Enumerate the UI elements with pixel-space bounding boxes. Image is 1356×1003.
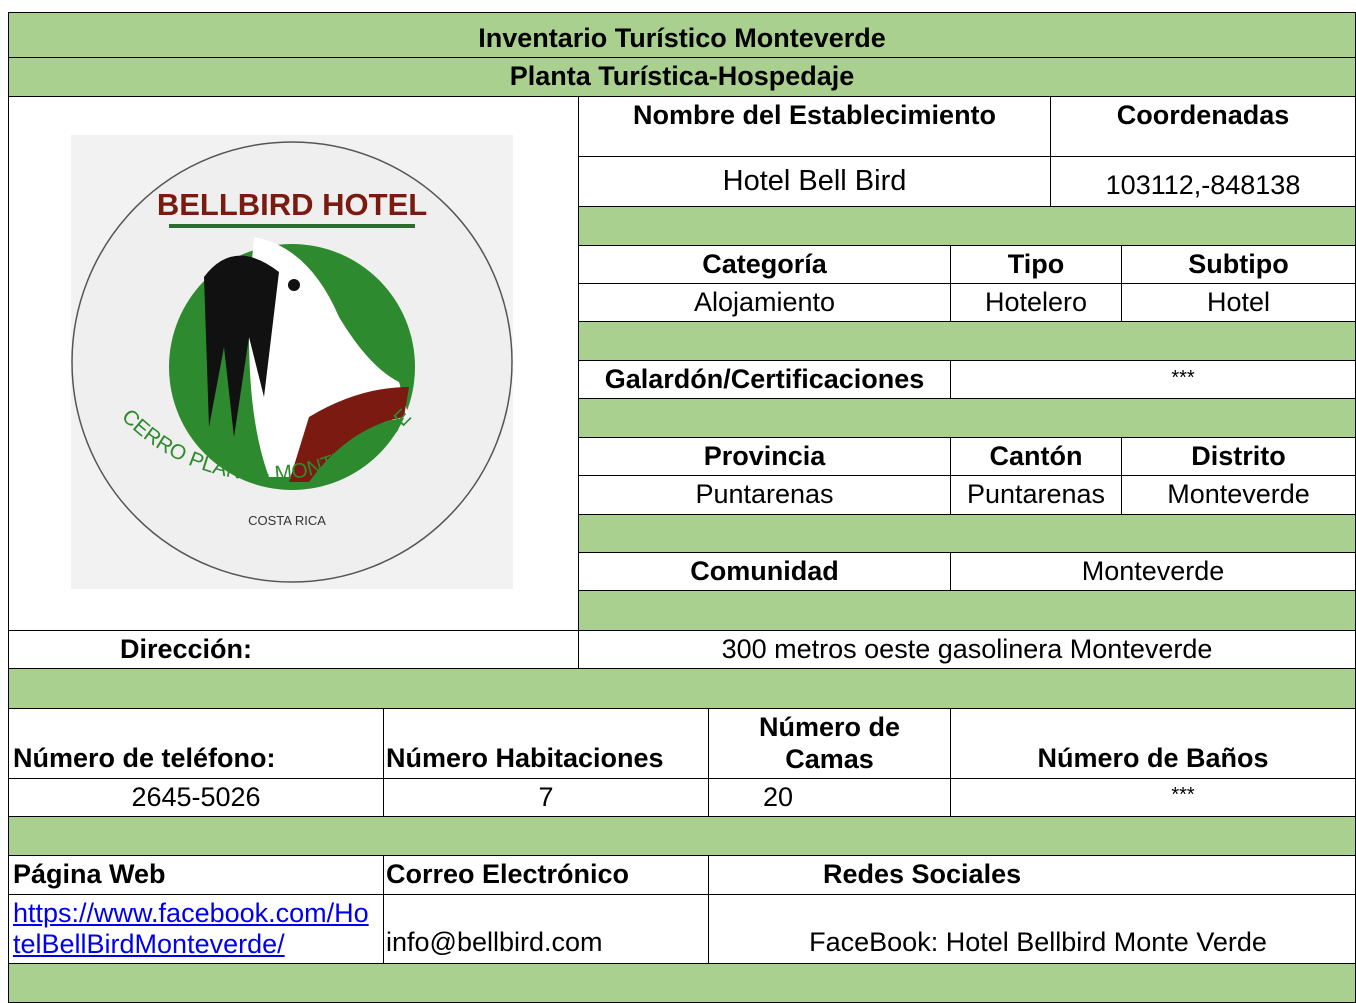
bird-breast <box>289 387 409 482</box>
award-value: *** <box>950 360 1356 399</box>
web-link[interactable]: https://www.facebook.com/HotelBellBirdMo… <box>13 897 369 959</box>
type-label: Tipo <box>950 245 1122 284</box>
name-label: Nombre del Establecimiento <box>578 96 1051 157</box>
title: Inventario Turístico Monteverde <box>8 12 1356 58</box>
coords-label: Coordenadas <box>1050 96 1356 157</box>
canton-label: Cantón <box>950 437 1122 476</box>
district-label: Distrito <box>1121 437 1356 476</box>
district-value: Monteverde <box>1121 475 1356 515</box>
spacer <box>578 206 1356 246</box>
spacer <box>8 816 1356 856</box>
social-label: Redes Sociales <box>708 855 1356 895</box>
logo-country: COSTA RICA <box>248 513 326 528</box>
web-cell: https://www.facebook.com/HotelBellBirdMo… <box>8 894 384 964</box>
phone-value: 2645-5026 <box>8 778 384 817</box>
beds-label: Número de Camas <box>708 708 951 779</box>
spacer <box>578 398 1356 438</box>
logo: BELLBIRD HOTEL CERRO PLANO - MONTE VERDE… <box>71 135 513 589</box>
spacer <box>578 321 1356 361</box>
beds-value: 20 <box>708 778 951 817</box>
province-value: Puntarenas <box>578 475 951 515</box>
rooms-value: 7 <box>383 778 709 817</box>
canton-value: Puntarenas <box>950 475 1122 515</box>
spacer <box>578 514 1356 553</box>
coords-value: 103112,-848138 <box>1050 156 1356 207</box>
subtype-label: Subtipo <box>1121 245 1356 284</box>
spacer <box>8 963 1356 1003</box>
address-value: 300 metros oeste gasolinera Monteverde <box>578 630 1356 669</box>
award-label: Galardón/Certificaciones <box>578 360 951 399</box>
community-label: Comunidad <box>578 552 951 591</box>
community-value: Monteverde <box>950 552 1356 591</box>
subtitle: Planta Turística-Hospedaje <box>8 57 1356 97</box>
baths-label: Número de Baños <box>950 708 1356 779</box>
province-label: Provincia <box>578 437 951 476</box>
logo-cell: BELLBIRD HOTEL CERRO PLANO - MONTE VERDE… <box>8 96 579 631</box>
baths-value: *** <box>950 778 1356 817</box>
logo-rule <box>169 224 415 228</box>
name-value: Hotel Bell Bird <box>578 156 1051 207</box>
bird-eye <box>288 279 300 291</box>
category-label: Categoría <box>578 245 951 284</box>
logo-name: BELLBIRD HOTEL <box>157 187 427 222</box>
type-value: Hotelero <box>950 283 1122 322</box>
social-value: FaceBook: Hotel Bellbird Monte Verde <box>708 894 1356 964</box>
spacer <box>8 668 1356 709</box>
address-label: Dirección: <box>8 630 579 669</box>
category-value: Alojamiento <box>578 283 951 322</box>
email-value: info@bellbird.com <box>383 894 709 964</box>
bird-head <box>204 255 279 437</box>
phone-label: Número de teléfono: <box>8 708 384 779</box>
spacer <box>578 590 1356 631</box>
web-label: Página Web <box>8 855 384 895</box>
rooms-label: Número Habitaciones <box>383 708 709 779</box>
email-label: Correo Electrónico <box>383 855 709 895</box>
subtype-value: Hotel <box>1121 283 1356 322</box>
